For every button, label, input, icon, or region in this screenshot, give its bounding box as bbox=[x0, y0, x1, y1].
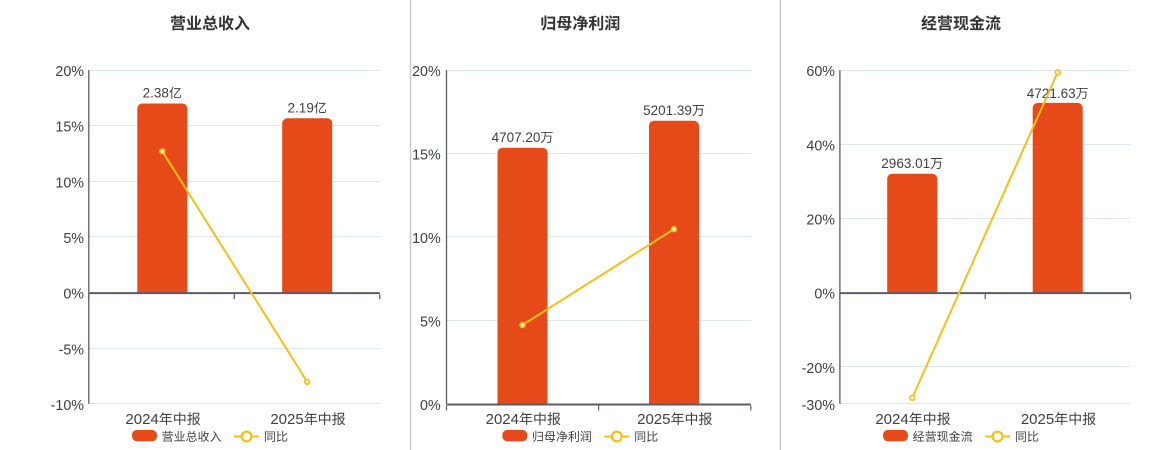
svg-text:40%: 40% bbox=[806, 138, 835, 154]
svg-text:0%: 0% bbox=[63, 287, 84, 303]
svg-text:20%: 20% bbox=[806, 212, 835, 228]
svg-text:-5%: -5% bbox=[59, 342, 85, 358]
svg-text:0%: 0% bbox=[420, 398, 441, 414]
svg-text:2024: 2024 bbox=[125, 411, 158, 428]
svg-text:5%: 5% bbox=[420, 314, 441, 330]
svg-text:20%: 20% bbox=[412, 64, 441, 80]
svg-text:-10%: -10% bbox=[51, 398, 85, 414]
svg-text:2.38: 2.38 bbox=[143, 86, 169, 101]
svg-text:15%: 15% bbox=[412, 148, 441, 164]
svg-text:-20%: -20% bbox=[802, 361, 836, 377]
svg-text:60%: 60% bbox=[806, 64, 835, 80]
svg-text:10%: 10% bbox=[55, 175, 84, 191]
svg-text:-30%: -30% bbox=[802, 398, 836, 414]
svg-text:10%: 10% bbox=[412, 231, 441, 247]
svg-text:2.19: 2.19 bbox=[288, 101, 314, 116]
svg-text:2025: 2025 bbox=[270, 411, 303, 428]
svg-text:2025: 2025 bbox=[1021, 411, 1054, 428]
svg-text:5201.39: 5201.39 bbox=[643, 103, 692, 118]
svg-text:2024: 2024 bbox=[486, 411, 519, 428]
svg-text:4721.63: 4721.63 bbox=[1027, 86, 1076, 101]
svg-text:2963.01: 2963.01 bbox=[881, 156, 930, 171]
svg-text:20%: 20% bbox=[55, 64, 84, 80]
svg-text:4707.20: 4707.20 bbox=[492, 130, 541, 145]
svg-text:15%: 15% bbox=[55, 120, 84, 136]
svg-text:2025: 2025 bbox=[637, 411, 670, 428]
svg-text:0%: 0% bbox=[814, 287, 835, 303]
svg-text:5%: 5% bbox=[63, 231, 84, 247]
svg-text:2024: 2024 bbox=[875, 411, 908, 428]
